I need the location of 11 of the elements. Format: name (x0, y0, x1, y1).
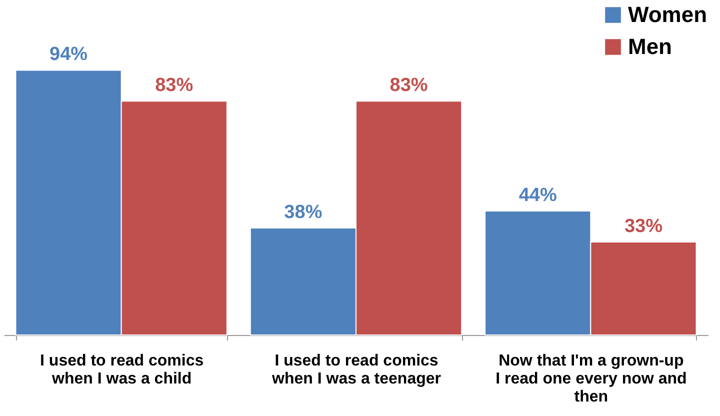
data-label: 44% (518, 185, 557, 206)
x-tick-label: I used to read comics when I was a child (40, 352, 204, 388)
x-tick-label: I used to read comics when I was a teenager (271, 352, 441, 388)
data-label: 94% (50, 44, 88, 66)
data-label: 38% (284, 202, 322, 223)
data-label: 83% (390, 75, 428, 96)
data-label: 33% (624, 216, 663, 238)
legend-label: Men (628, 34, 672, 59)
legend-label: Women (628, 2, 708, 27)
x-tick-label: Now that I'm a grown-up I read one every now and then (496, 352, 687, 406)
data-label: 83% (155, 75, 194, 96)
